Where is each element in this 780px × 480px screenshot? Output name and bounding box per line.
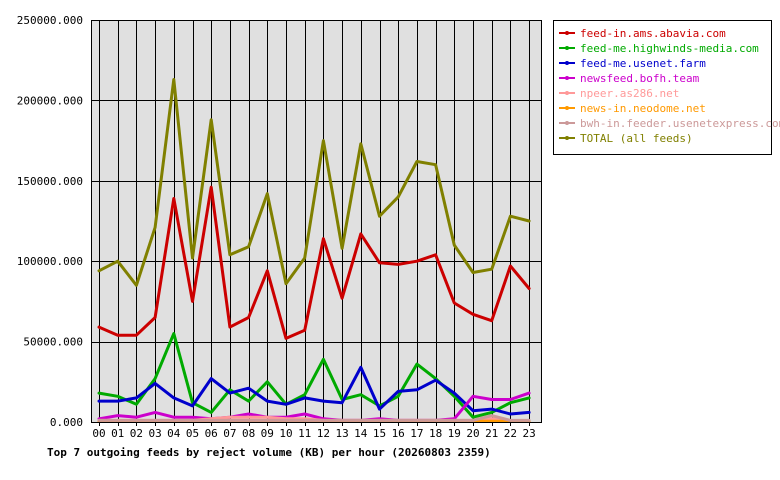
x-tick-label: 03 — [148, 427, 161, 440]
legend-swatch-dot — [565, 31, 569, 35]
y-tick-label: 100000.000 — [17, 255, 83, 268]
x-tick-label: 04 — [167, 427, 181, 440]
x-tick-label: 12 — [317, 427, 330, 440]
x-tick-label: 18 — [429, 427, 442, 440]
y-tick-labels: 0.000 50000.000 100000.000 150000.000 200000… — [17, 14, 83, 429]
x-tick-label: 08 — [242, 427, 255, 440]
x-tick-label: 20 — [466, 427, 479, 440]
legend-label: feed-me.highwinds-media.com — [580, 42, 759, 55]
series-line-newsfeed-bofh-team — [97, 391, 531, 422]
x-tick-label: 22 — [504, 427, 517, 440]
x-tick-label: 00 — [92, 427, 105, 440]
x-tick-label: 10 — [279, 427, 292, 440]
legend-label: TOTAL (all feeds) — [580, 132, 693, 145]
chart-title: Top 7 outgoing feeds by reject volume (K… — [47, 446, 491, 459]
plot-frame — [91, 20, 542, 423]
series-line-total-all-feeds — [97, 78, 531, 287]
legend-label: newsfeed.bofh.team — [580, 72, 700, 85]
y-tick-label: 0.000 — [50, 416, 83, 429]
legend-swatch-dot — [565, 136, 569, 140]
x-tick-label: 13 — [335, 427, 348, 440]
x-tick-label: 02 — [130, 427, 143, 440]
legend-label: news-in.neodome.net — [580, 102, 706, 115]
series-line-feed-me-highwinds-media-com — [97, 332, 531, 419]
legend-box — [553, 20, 772, 155]
legend-label: feed-in.ams.abavia.com — [580, 27, 726, 40]
y-tick-label: 200000.000 — [17, 94, 83, 107]
x-tick-label: 23 — [522, 427, 535, 440]
x-tick-label: 17 — [410, 427, 423, 440]
x-tick-label: 11 — [298, 427, 311, 440]
axes — [91, 20, 542, 426]
x-tick-label: 15 — [373, 427, 386, 440]
series-line-feed-in-ams-abavia-com — [97, 185, 531, 340]
legend-swatch-dot — [565, 76, 569, 80]
series-line-feed-me-usenet-farm — [97, 365, 531, 416]
legend-label: npeer.as286.net — [580, 87, 679, 100]
y-tick-label: 250000.000 — [17, 14, 83, 27]
legend-label: bwh-in.feeder.usenetexpress.com — [580, 117, 780, 130]
x-tick-label: 19 — [448, 427, 461, 440]
legend-swatch-dot — [565, 46, 569, 50]
x-tick-label: 16 — [392, 427, 405, 440]
legend-swatch-dot — [565, 121, 569, 125]
x-tick-label: 06 — [205, 427, 218, 440]
y-tick-label: 150000.000 — [17, 175, 83, 188]
x-tick-label: 09 — [261, 427, 274, 440]
legend: feed-in.ams.abavia.com feed-me.highwinds-… — [553, 20, 780, 155]
y-tick-label: 50000.000 — [23, 336, 83, 349]
x-tick-labels: 00 01 02 03 04 05 06 07 08 09 10 11 12 13 14 15 16 17 18 19… — [92, 427, 535, 440]
legend-swatch-dot — [565, 61, 569, 65]
x-tick-label: 01 — [111, 427, 124, 440]
legend-swatch-dot — [565, 106, 569, 110]
x-tick-label: 21 — [485, 427, 498, 440]
series-line-bwh-in-feeder-usenetexpress-com — [97, 414, 531, 422]
x-tick-label: 07 — [223, 427, 236, 440]
grid-lines — [91, 20, 541, 423]
legend-label: feed-me.usenet.farm — [580, 57, 706, 70]
legend-swatch-dot — [565, 91, 569, 95]
x-tick-label: 05 — [186, 427, 199, 440]
x-tick-label: 14 — [354, 427, 368, 440]
series-lines — [97, 78, 531, 423]
